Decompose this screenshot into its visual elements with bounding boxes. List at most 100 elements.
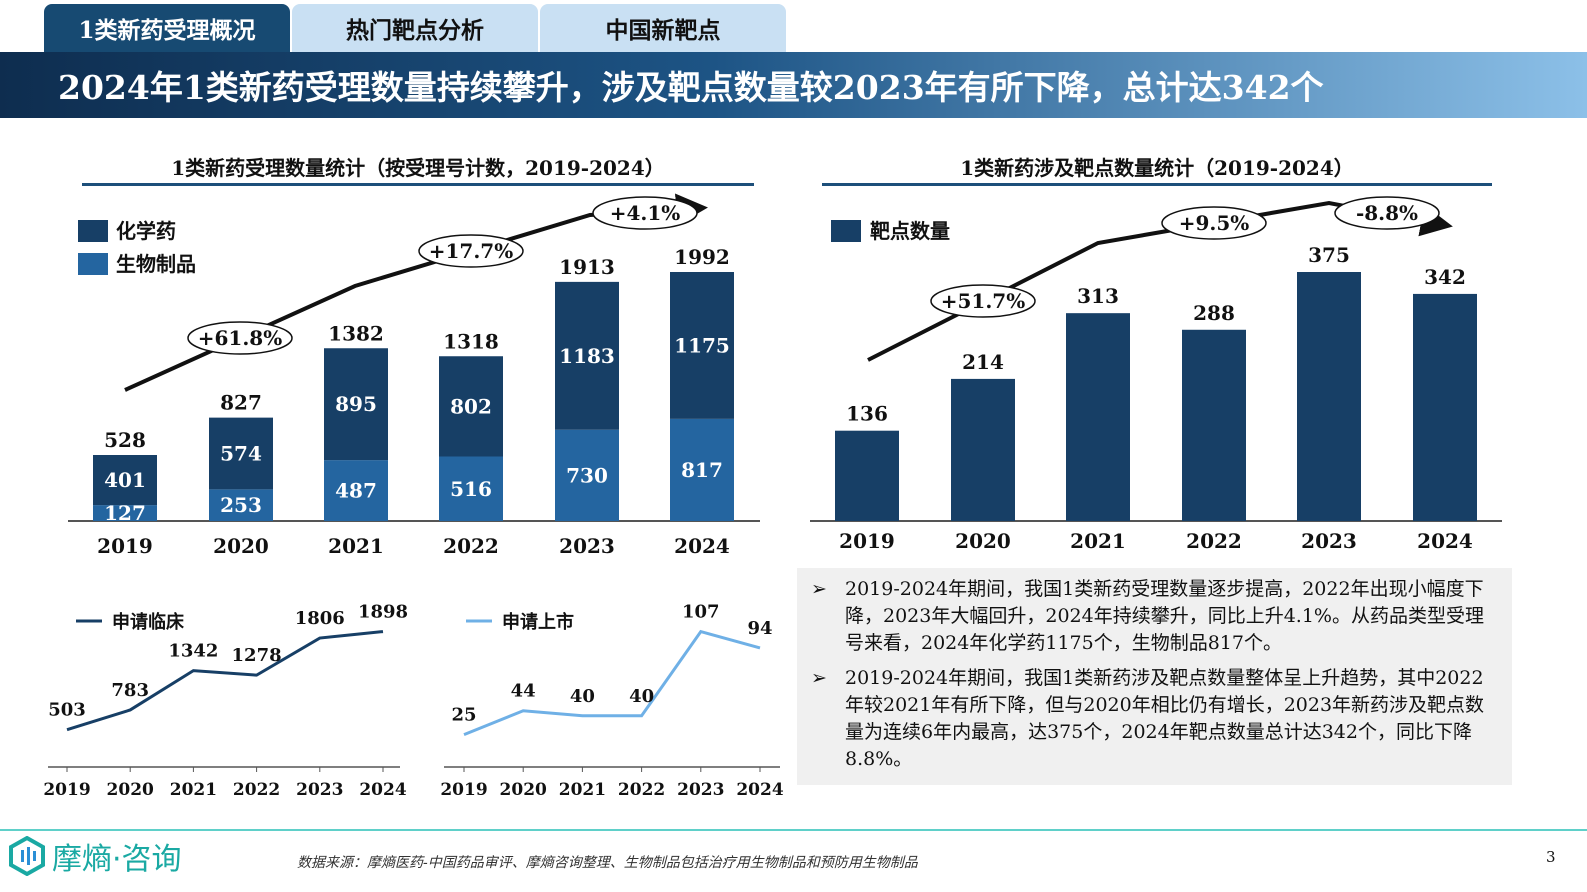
bar-biologic bbox=[93, 505, 157, 521]
summary-item: ➢ 2019-2024年期间，我国1类新药受理数量逐步提高，2022年出现小幅度下… bbox=[811, 576, 1502, 657]
growth-ellipse bbox=[1334, 196, 1440, 230]
growth-ellipse bbox=[930, 284, 1036, 318]
x-tick-label: 2019 bbox=[440, 780, 487, 800]
tab-china-new-targets[interactable]: 中国新靶点 bbox=[540, 4, 786, 52]
legend-label: 生物制品 bbox=[116, 252, 196, 276]
page-title: 2024年1类新药受理数量持续攀升，涉及靶点数量较2023年有所下降，总计达34… bbox=[0, 52, 1587, 118]
bar-total-label: 1992 bbox=[674, 245, 730, 269]
bar-value-label: 574 bbox=[220, 442, 262, 466]
growth-ellipse bbox=[187, 321, 293, 355]
x-tick-label: 2020 bbox=[213, 534, 269, 558]
legend-swatch bbox=[78, 253, 108, 275]
growth-label: +51.7% bbox=[941, 289, 1025, 313]
bar-total-label: 1382 bbox=[328, 321, 384, 345]
data-label: 40 bbox=[570, 686, 595, 707]
bar-target-count bbox=[951, 378, 1015, 521]
bar-biologic bbox=[209, 489, 273, 521]
bar-value-label: 817 bbox=[681, 458, 723, 482]
bar-target-count bbox=[1182, 329, 1246, 521]
bar-value-label: 1183 bbox=[559, 344, 615, 368]
chart-title-applications: 1类新药受理数量统计（按受理号计数，2019-2024） bbox=[171, 156, 665, 180]
arrow-bullet-icon: ➢ bbox=[811, 578, 827, 600]
bar-value-label: 342 bbox=[1424, 265, 1466, 289]
growth-label: +17.7% bbox=[429, 239, 513, 263]
bar-value-label: 214 bbox=[962, 350, 1004, 374]
x-tick-label: 2021 bbox=[328, 534, 384, 558]
x-tick-label: 2023 bbox=[1301, 529, 1357, 553]
data-source: 数据来源：摩熵医药-中国药品审评、摩熵咨询整理、生物制品包括治疗用生物制品和预防… bbox=[297, 855, 918, 871]
x-tick-label: 2024 bbox=[674, 534, 730, 558]
data-label: 503 bbox=[48, 700, 86, 721]
bar-chemical bbox=[670, 272, 734, 419]
x-tick-label: 2023 bbox=[559, 534, 615, 558]
x-tick-label: 2022 bbox=[1186, 529, 1242, 553]
growth-label: +9.5% bbox=[1179, 211, 1250, 235]
bar-total-label: 827 bbox=[220, 391, 262, 415]
growth-ellipse bbox=[418, 234, 524, 268]
data-label: 25 bbox=[451, 705, 476, 726]
series-line bbox=[66, 630, 384, 732]
divider bbox=[82, 183, 754, 186]
bar-total-label: 1318 bbox=[443, 329, 499, 353]
bar-value-label: 516 bbox=[450, 477, 492, 501]
data-label: 1342 bbox=[168, 641, 218, 662]
x-tick-label: 2024 bbox=[736, 780, 783, 800]
x-tick-label: 2019 bbox=[839, 529, 895, 553]
x-tick-label: 2024 bbox=[1417, 529, 1473, 553]
bar-biologic bbox=[555, 429, 619, 521]
bar-value-label: 487 bbox=[335, 479, 377, 503]
bar-value-label: 802 bbox=[450, 394, 492, 418]
x-tick-label: 2023 bbox=[677, 780, 724, 800]
x-tick-label: 2020 bbox=[955, 529, 1011, 553]
x-tick-label: 2020 bbox=[500, 780, 547, 800]
x-tick-label: 2024 bbox=[359, 780, 406, 800]
data-label: 1278 bbox=[232, 645, 282, 666]
x-tick-label: 2021 bbox=[559, 780, 606, 800]
series-line bbox=[463, 629, 761, 736]
bar-value-label: 730 bbox=[566, 463, 608, 487]
tab-hot-targets[interactable]: 热门靶点分析 bbox=[292, 4, 538, 52]
x-tick-label: 2019 bbox=[97, 534, 153, 558]
data-label: 1806 bbox=[295, 608, 345, 629]
bar-value-label: 895 bbox=[335, 392, 377, 416]
bar-value-label: 136 bbox=[846, 402, 888, 426]
legend-swatch bbox=[78, 220, 108, 242]
x-tick-label: 2020 bbox=[107, 780, 154, 800]
x-tick-label: 2021 bbox=[1070, 529, 1126, 553]
summary-item: ➢ 2019-2024年期间，我国1类新药涉及靶点数量整体呈上升趋势，其中2022… bbox=[811, 665, 1502, 773]
bar-total-label: 1913 bbox=[559, 255, 615, 279]
bar-target-count bbox=[1066, 313, 1130, 521]
legend-label: 靶点数量 bbox=[870, 219, 950, 243]
summary-text: 2019-2024年期间，我国1类新药涉及靶点数量整体呈上升趋势，其中2022年… bbox=[845, 667, 1485, 770]
bar-value-label: 375 bbox=[1308, 243, 1350, 267]
bar-chemical bbox=[93, 455, 157, 506]
bar-chemical bbox=[439, 356, 503, 457]
data-label: 94 bbox=[747, 618, 772, 639]
footer-divider bbox=[0, 829, 1587, 831]
summary-text: 2019-2024年期间，我国1类新药受理数量逐步提高，2022年出现小幅度下降… bbox=[845, 578, 1484, 654]
x-tick-label: 2022 bbox=[233, 780, 280, 800]
page-number: 3 bbox=[1546, 848, 1556, 866]
bar-biologic bbox=[439, 456, 503, 521]
bar-value-label: 288 bbox=[1193, 301, 1235, 325]
growth-ellipse bbox=[1161, 206, 1267, 240]
bar-biologic bbox=[324, 460, 388, 521]
logo-text: 摩熵·咨询 bbox=[52, 842, 182, 877]
legend-label: 申请临床 bbox=[112, 611, 185, 633]
bar-target-count bbox=[835, 430, 899, 521]
data-label: 40 bbox=[629, 686, 654, 707]
growth-label: +4.1% bbox=[610, 201, 681, 225]
bar-total-label: 528 bbox=[104, 428, 146, 452]
arrow-bullet-icon: ➢ bbox=[811, 667, 827, 689]
growth-ellipse bbox=[592, 196, 698, 230]
bar-chemical bbox=[209, 417, 273, 490]
chart-title-targets: 1类新药涉及靶点数量统计（2019-2024） bbox=[960, 156, 1354, 180]
growth-label: -8.8% bbox=[1356, 201, 1418, 225]
bar-target-count bbox=[1413, 293, 1477, 521]
bar-value-label: 1175 bbox=[674, 333, 730, 357]
growth-label: +61.8% bbox=[198, 326, 282, 350]
x-tick-label: 2021 bbox=[170, 780, 217, 800]
tab-overview[interactable]: 1类新药受理概况 bbox=[44, 4, 290, 52]
bar-chemical bbox=[324, 348, 388, 461]
